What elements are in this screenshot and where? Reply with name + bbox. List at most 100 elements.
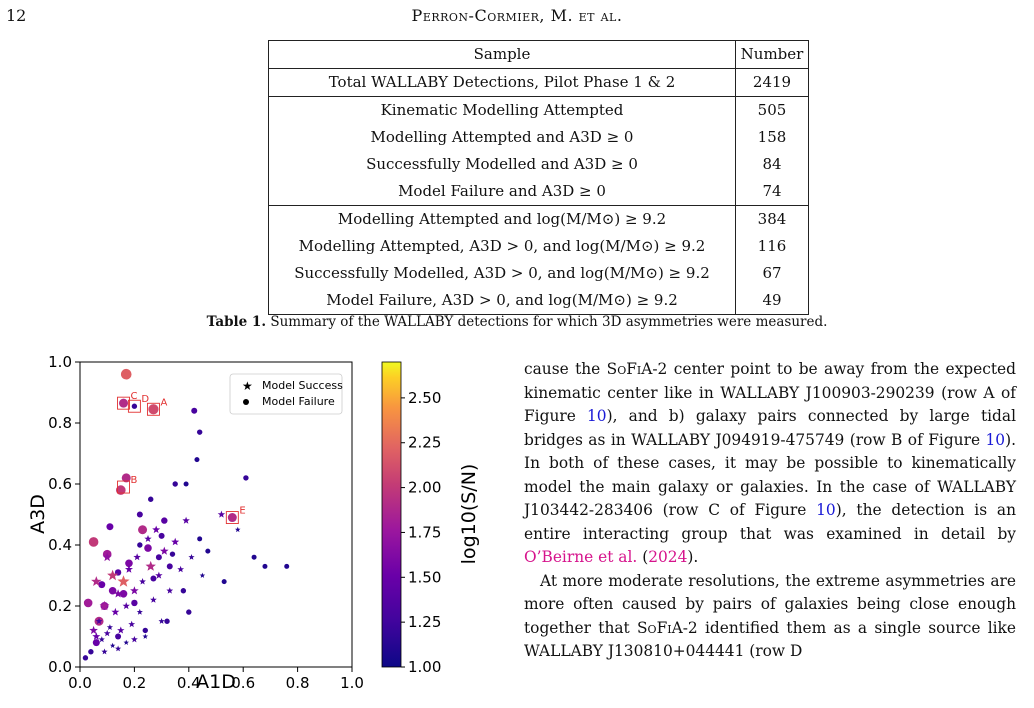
failure-point	[138, 525, 148, 535]
text-span: ), the detection is an entire interactin…	[524, 501, 1016, 543]
paragraph: At more moderate resolutions, the extrem…	[524, 570, 1016, 664]
success-point	[217, 510, 226, 518]
citation-link[interactable]: O’Beirne et al.	[524, 548, 638, 566]
legend-label-success: Model Success	[262, 379, 343, 392]
success-point	[117, 626, 125, 634]
failure-point	[125, 559, 133, 568]
y-tick-label: 0.0	[48, 658, 72, 676]
annotation-label: E	[239, 506, 245, 517]
annotation-label: D	[141, 394, 149, 405]
failure-point	[196, 429, 203, 435]
text-span: cause the	[524, 360, 607, 378]
x-tick-label: 0.0	[68, 674, 92, 692]
table-cell-number: 49	[735, 287, 809, 315]
text-span: ), and b) galaxy pairs connected by larg…	[524, 407, 1016, 449]
failure-point	[82, 655, 89, 661]
table-cell-number: 2419	[735, 68, 809, 97]
table-row: Model Failure, A3D > 0, and log(M/M⊙) ≥ …	[268, 287, 809, 315]
failure-point	[131, 403, 138, 409]
citation-link[interactable]: 2024	[648, 548, 688, 566]
failure-point	[136, 511, 143, 518]
success-point	[136, 608, 143, 615]
caption-label: Table 1.	[206, 314, 267, 330]
failure-point	[251, 554, 257, 560]
legend: ★ Model Success Model Failure	[229, 373, 343, 415]
figure-ref-link[interactable]: 10	[985, 430, 1006, 449]
success-point	[98, 636, 105, 643]
failure-point	[137, 542, 143, 548]
table-row: Modelling Attempted and log(M/M⊙) ≥ 9.2 …	[268, 205, 809, 233]
table-cell-number: 116	[735, 233, 809, 260]
success-point	[111, 607, 120, 616]
failure-point	[158, 532, 165, 539]
success-point	[139, 578, 146, 585]
legend-label-failure: Model Failure	[262, 395, 335, 408]
text-span: center point to be away from the expecte…	[524, 360, 1016, 425]
y-tick-label: 0.4	[48, 536, 72, 554]
annotation-box	[117, 480, 130, 494]
success-point	[130, 586, 139, 595]
success-point	[102, 552, 112, 562]
success-point	[235, 526, 241, 533]
text-span: (	[637, 548, 649, 566]
table-row: Model Failure and A3D ≥ 0 74	[268, 178, 809, 206]
success-point	[155, 571, 163, 579]
table-cell-sample: Successfully Modelled, A3D > 0, and log(…	[268, 260, 736, 287]
table-cell-number: 384	[735, 205, 809, 233]
failure-point	[221, 579, 227, 585]
y-tick-label: 0.8	[48, 414, 72, 432]
table-header-row: Sample Number	[268, 40, 809, 69]
failure-point	[116, 485, 126, 495]
success-point	[125, 565, 133, 573]
failure-point	[92, 639, 100, 647]
body-text: cause the SoFiA-2 center point to be awa…	[524, 358, 1016, 664]
success-point	[115, 645, 122, 652]
text-span: At more moderate resolutions, the extrem…	[524, 571, 1016, 637]
success-point	[117, 575, 130, 587]
failure-point	[194, 457, 200, 463]
table-cell-sample: Modelling Attempted, A3D > 0, and log(M/…	[268, 233, 736, 260]
colorbar-tick-label: 2.25	[408, 434, 441, 452]
plot-frame	[79, 361, 353, 668]
summary-table: Sample Number Total WALLABY Detections, …	[268, 40, 809, 315]
table-row: Modelling Attempted and A3D ≥ 0 158	[268, 124, 809, 151]
x-axis-label: A1D	[196, 671, 236, 692]
x-tick-label: 0.8	[286, 674, 310, 692]
success-point	[128, 620, 136, 628]
table-cell-sample: Total WALLABY Detections, Pilot Phase 1 …	[268, 68, 736, 97]
failure-point	[148, 496, 154, 502]
table-row: Total WALLABY Detections, Pilot Phase 1 …	[268, 68, 809, 97]
success-point	[103, 629, 111, 637]
colorbar-tick-label: 2.00	[408, 479, 441, 497]
table-row: Successfully Modelled, A3D > 0, and log(…	[268, 260, 809, 287]
failure-point	[205, 548, 211, 554]
colorbar	[381, 361, 402, 668]
scatter-figure: A B C D E 0.0 0.2 0.4 0.6 0.8 1.0 0.0 0.2 0.4 0.6 0.8 1…	[27, 353, 480, 692]
table-cell-sample: Kinematic Modelling Attempted	[268, 96, 736, 124]
failure-point	[142, 627, 148, 634]
success-point	[150, 596, 157, 603]
table-cell-sample: Model Failure and A3D ≥ 0	[268, 178, 736, 206]
success-point	[131, 636, 138, 643]
running-title: Perron-Cormier, M. et al.	[411, 6, 623, 25]
annotation-label: C	[131, 391, 138, 402]
table-row: Successfully Modelled and A3D ≥ 0 84	[268, 151, 809, 178]
success-point	[109, 642, 116, 648]
y-tick-label: 0.6	[48, 475, 72, 493]
annotation-label: A	[160, 397, 167, 408]
colorbar-tick-label: 2.50	[408, 389, 441, 407]
col-header-number: Number	[735, 40, 809, 69]
failure-point	[180, 588, 187, 594]
page-number: 12	[6, 6, 27, 25]
success-point	[101, 648, 108, 655]
annotation-box	[225, 511, 239, 525]
figure-ref-link[interactable]: 10	[587, 407, 607, 425]
failure-point	[262, 563, 268, 569]
figure-ref-link[interactable]: 10	[816, 501, 836, 519]
failure-point	[166, 563, 173, 570]
failure-point	[121, 473, 131, 483]
failure-point	[119, 590, 128, 598]
success-point	[122, 602, 130, 610]
text-span: SoFiA-2	[637, 618, 698, 637]
x-tick-label: 1.0	[340, 674, 364, 692]
